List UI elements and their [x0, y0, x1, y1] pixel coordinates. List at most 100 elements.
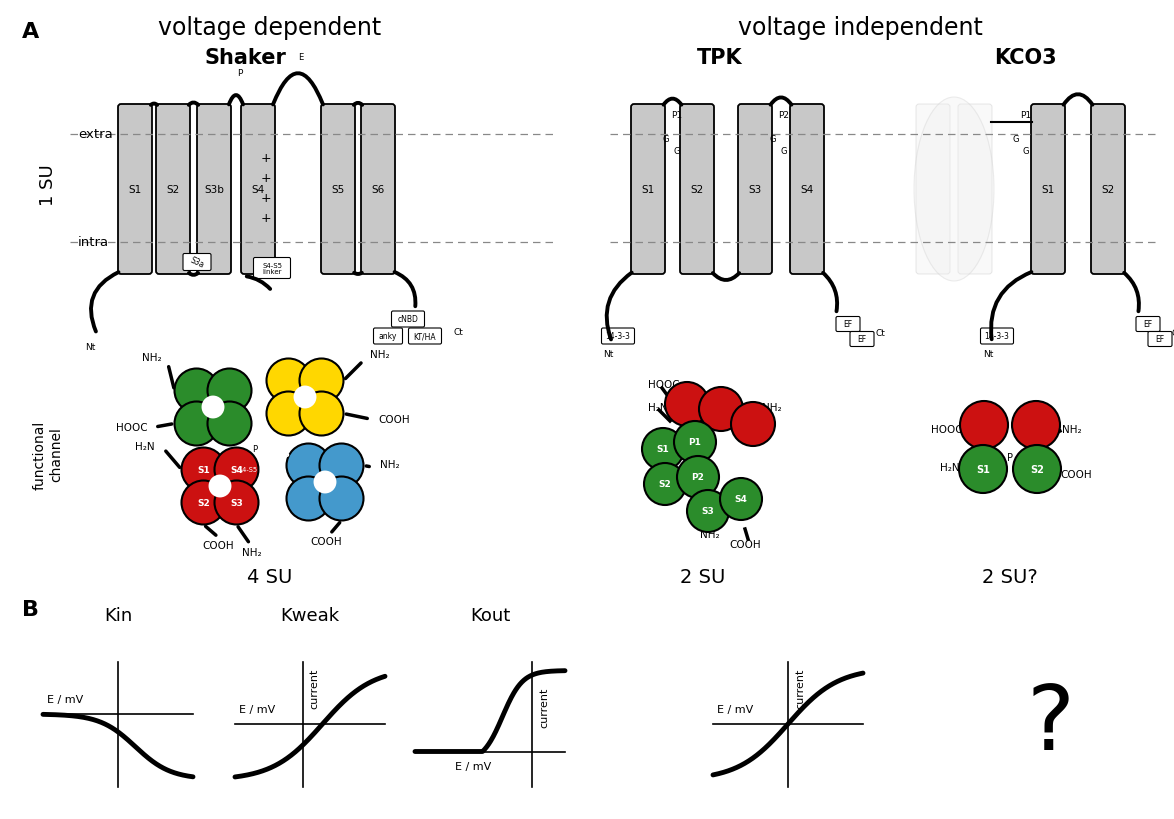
FancyBboxPatch shape — [630, 105, 664, 274]
Text: B: B — [22, 600, 39, 619]
Circle shape — [731, 402, 775, 446]
Circle shape — [664, 382, 709, 427]
FancyBboxPatch shape — [601, 328, 634, 345]
Ellipse shape — [915, 98, 994, 282]
Text: P: P — [237, 69, 242, 78]
Text: +: + — [261, 211, 271, 224]
Text: G: G — [1012, 135, 1019, 144]
Text: voltage dependent: voltage dependent — [158, 16, 382, 40]
Text: EF: EF — [857, 335, 866, 344]
Text: S5: S5 — [331, 185, 345, 195]
FancyBboxPatch shape — [680, 105, 714, 274]
Text: +: + — [261, 171, 271, 184]
Circle shape — [182, 448, 225, 492]
Text: NH₂: NH₂ — [142, 352, 162, 363]
FancyBboxPatch shape — [373, 328, 403, 345]
Text: G: G — [673, 147, 680, 156]
Text: 2 SU: 2 SU — [680, 568, 726, 586]
Text: current: current — [310, 667, 319, 708]
Circle shape — [645, 464, 686, 505]
Text: 1 SU: 1 SU — [39, 164, 58, 206]
Text: 14-3-3: 14-3-3 — [985, 332, 1010, 341]
Circle shape — [299, 359, 344, 403]
Text: P1: P1 — [1020, 111, 1031, 120]
Text: extra: extra — [77, 129, 113, 142]
Text: P2: P2 — [691, 473, 704, 482]
Circle shape — [208, 369, 251, 413]
FancyBboxPatch shape — [321, 105, 355, 274]
Text: S3a: S3a — [189, 256, 205, 269]
Text: E / mV: E / mV — [47, 695, 83, 704]
FancyBboxPatch shape — [197, 105, 231, 274]
Text: TPK: TPK — [697, 48, 743, 68]
Text: P: P — [252, 445, 257, 454]
Text: P1: P1 — [689, 438, 701, 447]
FancyBboxPatch shape — [409, 328, 441, 345]
Text: voltage independent: voltage independent — [737, 16, 983, 40]
Text: NH₂: NH₂ — [700, 529, 720, 540]
Text: EF: EF — [1155, 335, 1165, 344]
Text: NH₂: NH₂ — [380, 459, 399, 469]
Text: G: G — [662, 135, 668, 144]
FancyBboxPatch shape — [1136, 317, 1160, 332]
Text: functional
channel: functional channel — [33, 420, 63, 489]
Text: S1: S1 — [128, 185, 142, 195]
Text: S2: S2 — [167, 185, 180, 195]
Text: P2: P2 — [778, 111, 789, 120]
Text: S6: S6 — [371, 185, 385, 195]
FancyBboxPatch shape — [360, 105, 394, 274]
Circle shape — [642, 428, 684, 470]
Circle shape — [175, 369, 218, 413]
FancyBboxPatch shape — [1148, 332, 1172, 347]
Text: COOH: COOH — [310, 536, 342, 546]
Text: NH₂: NH₂ — [370, 350, 390, 360]
Text: intra: intra — [77, 236, 109, 249]
Text: 14-3-3: 14-3-3 — [606, 332, 630, 341]
FancyBboxPatch shape — [836, 317, 861, 332]
Text: +: + — [261, 152, 271, 165]
Text: COOH: COOH — [729, 540, 761, 550]
Text: S4: S4 — [251, 185, 264, 195]
Circle shape — [266, 392, 310, 436]
FancyBboxPatch shape — [241, 105, 275, 274]
Text: Kweak: Kweak — [281, 606, 339, 624]
Text: NH₂: NH₂ — [762, 402, 782, 413]
Text: S1: S1 — [1041, 185, 1054, 195]
Text: G: G — [1023, 147, 1028, 156]
Text: E / mV: E / mV — [239, 704, 275, 714]
Circle shape — [215, 448, 258, 492]
Text: S4: S4 — [230, 465, 243, 474]
FancyBboxPatch shape — [119, 105, 151, 274]
Text: S1: S1 — [656, 445, 669, 454]
Text: S3: S3 — [230, 499, 243, 508]
Circle shape — [209, 475, 231, 498]
Circle shape — [960, 401, 1008, 450]
Text: EF: EF — [843, 320, 852, 329]
Text: E / mV: E / mV — [717, 704, 754, 714]
Text: HOOC: HOOC — [116, 423, 148, 432]
FancyBboxPatch shape — [1031, 105, 1065, 274]
Text: S4: S4 — [801, 185, 814, 195]
Text: 2 SU?: 2 SU? — [983, 568, 1038, 586]
Circle shape — [299, 392, 344, 436]
Text: E: E — [298, 53, 303, 62]
FancyBboxPatch shape — [183, 254, 211, 271]
Text: 4 SU: 4 SU — [248, 568, 292, 586]
Text: EF: EF — [1143, 320, 1153, 329]
Text: Shaker: Shaker — [204, 48, 286, 68]
Text: HOOC: HOOC — [648, 379, 680, 390]
Circle shape — [959, 446, 1007, 493]
Text: S4: S4 — [735, 495, 748, 504]
Text: S3b: S3b — [204, 185, 224, 195]
Text: S2: S2 — [1101, 185, 1114, 195]
FancyBboxPatch shape — [738, 105, 772, 274]
Text: Kout: Kout — [470, 606, 511, 624]
FancyBboxPatch shape — [254, 258, 290, 279]
Text: A: A — [22, 22, 39, 42]
Circle shape — [319, 477, 364, 521]
Circle shape — [208, 402, 251, 446]
Circle shape — [674, 422, 716, 464]
Text: COOH: COOH — [1060, 469, 1092, 479]
Circle shape — [677, 456, 718, 499]
Text: P: P — [1007, 452, 1013, 463]
